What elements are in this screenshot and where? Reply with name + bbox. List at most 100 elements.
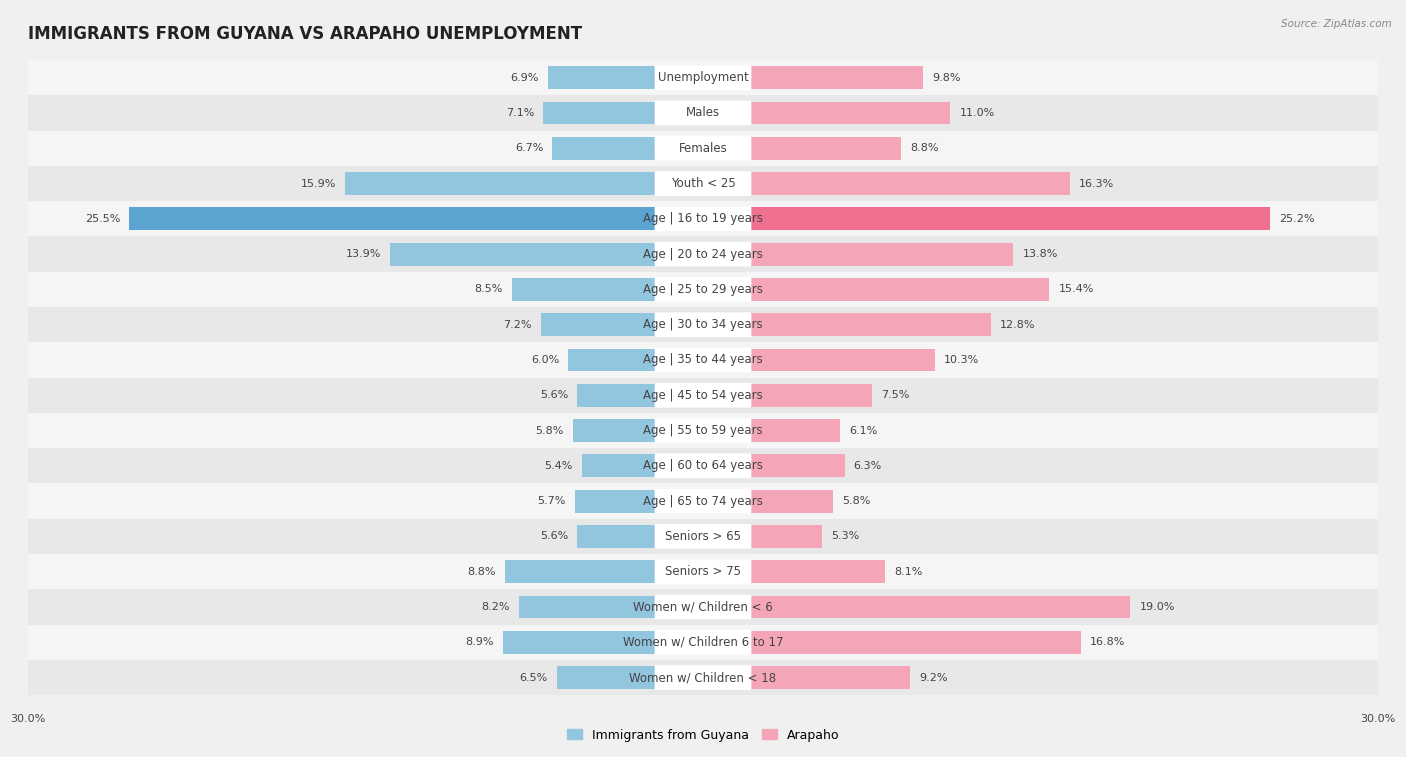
Text: Seniors > 65: Seniors > 65 xyxy=(665,530,741,543)
Text: Age | 20 to 24 years: Age | 20 to 24 years xyxy=(643,248,763,260)
Text: 6.9%: 6.9% xyxy=(510,73,538,83)
Bar xyxy=(703,454,845,478)
Bar xyxy=(703,560,886,583)
Bar xyxy=(28,95,1378,131)
FancyBboxPatch shape xyxy=(655,595,751,619)
Bar xyxy=(703,525,823,548)
Bar xyxy=(568,348,703,372)
FancyBboxPatch shape xyxy=(655,136,751,160)
FancyBboxPatch shape xyxy=(655,418,751,443)
Text: Women w/ Children < 18: Women w/ Children < 18 xyxy=(630,671,776,684)
Bar xyxy=(703,348,935,372)
FancyBboxPatch shape xyxy=(655,241,751,266)
Text: Age | 45 to 54 years: Age | 45 to 54 years xyxy=(643,389,763,402)
Bar xyxy=(703,313,991,336)
Bar xyxy=(703,596,1130,618)
Text: 5.4%: 5.4% xyxy=(544,461,572,471)
Bar xyxy=(28,131,1378,166)
Text: 5.8%: 5.8% xyxy=(842,496,870,506)
FancyBboxPatch shape xyxy=(655,347,751,372)
Text: 8.5%: 8.5% xyxy=(474,285,503,294)
Bar xyxy=(557,666,703,689)
Bar xyxy=(503,631,703,654)
Bar xyxy=(28,590,1378,625)
Text: 8.2%: 8.2% xyxy=(481,602,509,612)
Text: Unemployment: Unemployment xyxy=(658,71,748,84)
Text: Youth < 25: Youth < 25 xyxy=(671,177,735,190)
Bar xyxy=(28,448,1378,484)
Bar xyxy=(28,201,1378,236)
Text: Age | 65 to 74 years: Age | 65 to 74 years xyxy=(643,494,763,508)
Bar xyxy=(28,660,1378,695)
Text: Women w/ Children < 6: Women w/ Children < 6 xyxy=(633,600,773,613)
Bar xyxy=(28,519,1378,554)
Bar xyxy=(28,307,1378,342)
Text: 8.8%: 8.8% xyxy=(910,143,938,153)
Text: 5.6%: 5.6% xyxy=(540,531,568,541)
Text: 7.1%: 7.1% xyxy=(506,108,534,118)
Bar xyxy=(703,384,872,407)
Bar xyxy=(346,172,703,195)
Bar xyxy=(543,101,703,124)
Bar xyxy=(28,378,1378,413)
Text: 5.8%: 5.8% xyxy=(536,425,564,435)
Text: 25.2%: 25.2% xyxy=(1279,213,1315,224)
Bar xyxy=(512,278,703,301)
FancyBboxPatch shape xyxy=(655,559,751,584)
Bar xyxy=(703,66,924,89)
Text: 25.5%: 25.5% xyxy=(84,213,121,224)
Text: 10.3%: 10.3% xyxy=(943,355,979,365)
Text: 8.8%: 8.8% xyxy=(468,567,496,577)
Bar xyxy=(28,166,1378,201)
Text: 6.1%: 6.1% xyxy=(849,425,877,435)
Bar xyxy=(703,631,1081,654)
Bar xyxy=(505,560,703,583)
Bar xyxy=(703,137,901,160)
Text: Age | 60 to 64 years: Age | 60 to 64 years xyxy=(643,459,763,472)
Bar xyxy=(28,484,1378,519)
Text: Source: ZipAtlas.com: Source: ZipAtlas.com xyxy=(1281,19,1392,29)
FancyBboxPatch shape xyxy=(655,171,751,196)
FancyBboxPatch shape xyxy=(655,489,751,513)
Bar xyxy=(548,66,703,89)
Text: 5.6%: 5.6% xyxy=(540,391,568,400)
Bar xyxy=(703,243,1014,266)
Text: 11.0%: 11.0% xyxy=(959,108,994,118)
Bar xyxy=(129,207,703,230)
Bar xyxy=(576,525,703,548)
Bar xyxy=(582,454,703,478)
Text: Women w/ Children 6 to 17: Women w/ Children 6 to 17 xyxy=(623,636,783,649)
FancyBboxPatch shape xyxy=(655,630,751,655)
Bar xyxy=(28,625,1378,660)
Text: 13.9%: 13.9% xyxy=(346,249,381,259)
Text: 15.4%: 15.4% xyxy=(1059,285,1094,294)
Text: Age | 35 to 44 years: Age | 35 to 44 years xyxy=(643,354,763,366)
Bar xyxy=(575,490,703,512)
FancyBboxPatch shape xyxy=(655,277,751,302)
Bar xyxy=(703,101,950,124)
Text: 6.3%: 6.3% xyxy=(853,461,882,471)
Text: 13.8%: 13.8% xyxy=(1022,249,1057,259)
Bar xyxy=(28,342,1378,378)
Bar xyxy=(703,278,1049,301)
FancyBboxPatch shape xyxy=(655,524,751,549)
Text: 9.8%: 9.8% xyxy=(932,73,960,83)
Text: 5.3%: 5.3% xyxy=(831,531,859,541)
Text: Age | 30 to 34 years: Age | 30 to 34 years xyxy=(643,318,763,332)
Bar xyxy=(703,490,834,512)
Text: Age | 16 to 19 years: Age | 16 to 19 years xyxy=(643,212,763,226)
Bar xyxy=(28,236,1378,272)
Text: Seniors > 75: Seniors > 75 xyxy=(665,565,741,578)
Bar xyxy=(28,413,1378,448)
Text: 12.8%: 12.8% xyxy=(1000,319,1035,330)
Text: Age | 55 to 59 years: Age | 55 to 59 years xyxy=(643,424,763,437)
Text: 6.5%: 6.5% xyxy=(520,672,548,683)
Text: 8.1%: 8.1% xyxy=(894,567,922,577)
Bar xyxy=(703,419,841,442)
Text: 6.7%: 6.7% xyxy=(515,143,543,153)
FancyBboxPatch shape xyxy=(655,101,751,126)
Text: 6.0%: 6.0% xyxy=(531,355,560,365)
Text: 7.5%: 7.5% xyxy=(880,391,910,400)
Text: 7.2%: 7.2% xyxy=(503,319,531,330)
Text: 9.2%: 9.2% xyxy=(920,672,948,683)
